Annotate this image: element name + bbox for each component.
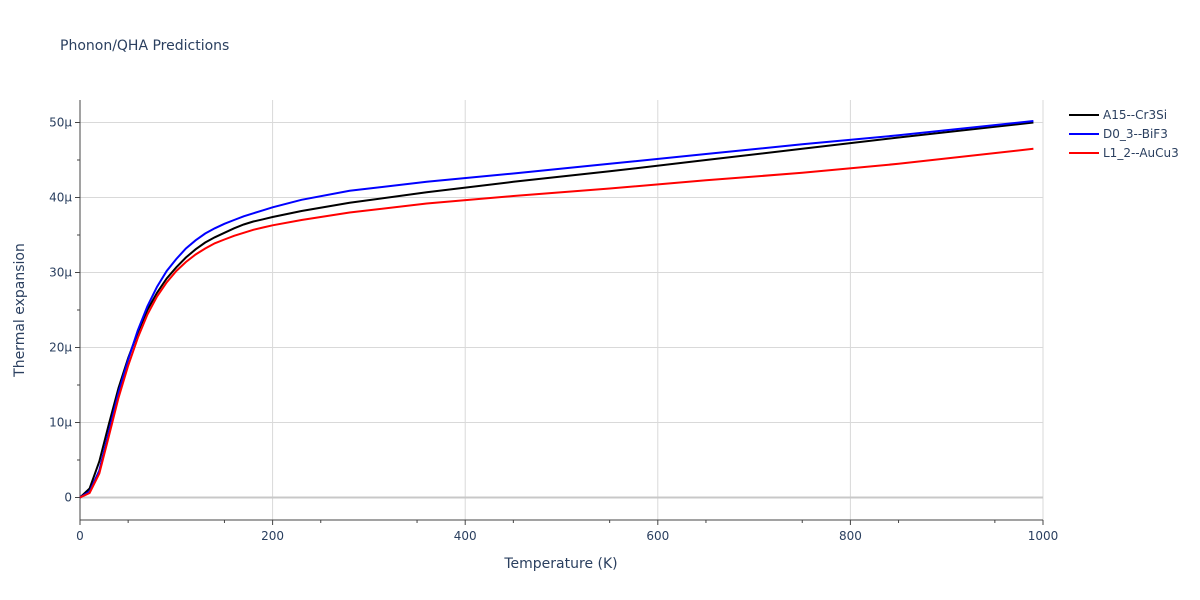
series-lines (79, 120, 1034, 499)
y-tick-label: 20μ (49, 341, 72, 355)
y-axis-title: Thermal expansion (12, 243, 28, 378)
x-axis-title: Temperature (K) (503, 556, 617, 572)
series-line-3 (79, 147, 1034, 499)
series-line-2 (79, 120, 1034, 499)
legend-label: A15--Cr3Si (1103, 108, 1167, 122)
x-tick-label: 0 (76, 529, 84, 543)
legend: A15--Cr3Si D0_3--BiF3 L1_2--AuCu3 (1069, 108, 1179, 160)
legend-label: D0_3--BiF3 (1103, 127, 1168, 141)
x-tick-label: 800 (839, 529, 862, 543)
legend-label: L1_2--AuCu3 (1103, 146, 1179, 160)
y-tick-label: 30μ (49, 266, 72, 280)
x-axis-ticks: 0 200 400 600 800 1000 (76, 520, 1058, 543)
x-tick-label: 400 (454, 529, 477, 543)
y-tick-label: 40μ (49, 191, 72, 205)
series-line-1 (79, 121, 1034, 499)
y-tick-label: 0 (64, 491, 72, 505)
y-axis-ticks: 0 10μ 20μ 30μ 40μ 50μ (49, 116, 80, 505)
y-tick-label: 50μ (49, 116, 72, 130)
x-tick-label: 200 (261, 529, 284, 543)
x-tick-label: 600 (646, 529, 669, 543)
x-tick-label: 1000 (1028, 529, 1059, 543)
y-tick-label: 10μ (49, 416, 72, 430)
grid (80, 100, 1044, 520)
chart-title: Phonon/QHA Predictions (60, 38, 229, 54)
